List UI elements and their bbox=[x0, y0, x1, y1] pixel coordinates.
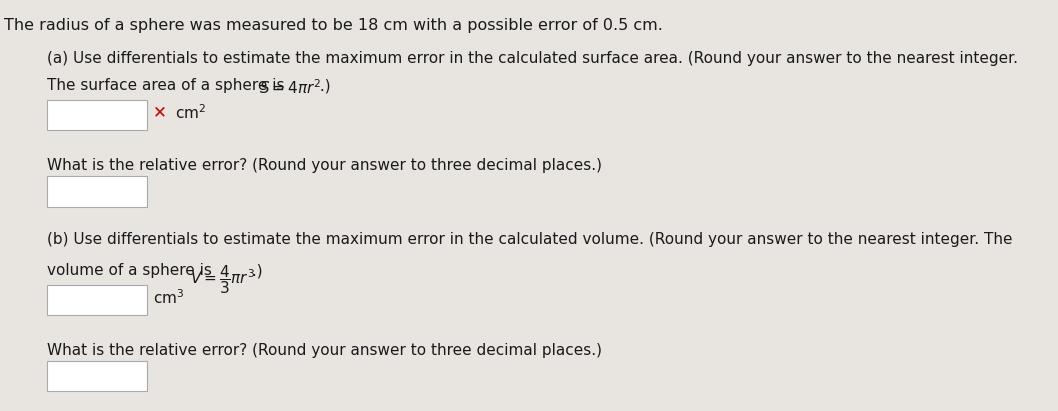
FancyBboxPatch shape bbox=[48, 100, 146, 131]
Text: (b) Use differentials to estimate the maximum error in the calculated volume. (R: (b) Use differentials to estimate the ma… bbox=[48, 232, 1013, 247]
Text: What is the relative error? (Round your answer to three decimal places.): What is the relative error? (Round your … bbox=[48, 343, 602, 358]
Text: The surface area of a sphere is: The surface area of a sphere is bbox=[48, 78, 294, 93]
Text: volume of a sphere is: volume of a sphere is bbox=[48, 263, 222, 278]
Text: $S=4\pi r^2$: $S=4\pi r^2$ bbox=[258, 78, 321, 97]
Text: .): .) bbox=[315, 78, 331, 93]
FancyBboxPatch shape bbox=[48, 284, 146, 316]
Text: ✕: ✕ bbox=[152, 103, 166, 121]
Text: $\mathrm{cm}^2$: $\mathrm{cm}^2$ bbox=[175, 104, 206, 122]
Text: The radius of a sphere was measured to be 18 cm with a possible error of 0.5 cm.: The radius of a sphere was measured to b… bbox=[4, 18, 663, 33]
Text: $V=\dfrac{4}{3}\pi r^3$: $V=\dfrac{4}{3}\pi r^3$ bbox=[190, 263, 255, 296]
Text: .): .) bbox=[248, 263, 263, 278]
Text: (a) Use differentials to estimate the maximum error in the calculated surface ar: (a) Use differentials to estimate the ma… bbox=[48, 51, 1019, 66]
FancyBboxPatch shape bbox=[48, 176, 146, 206]
FancyBboxPatch shape bbox=[48, 361, 146, 391]
Text: What is the relative error? (Round your answer to three decimal places.): What is the relative error? (Round your … bbox=[48, 158, 602, 173]
Text: $\mathrm{cm}^3$: $\mathrm{cm}^3$ bbox=[152, 289, 184, 307]
